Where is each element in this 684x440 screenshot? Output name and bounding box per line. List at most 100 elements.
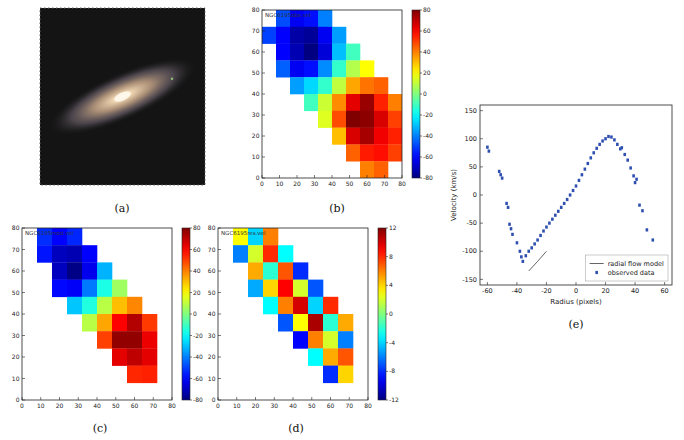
- data-point: [598, 143, 601, 146]
- colorbar-tick: [386, 314, 388, 315]
- data-point: [613, 138, 616, 141]
- y-tick-label: 50: [469, 163, 477, 171]
- cell: [374, 77, 388, 94]
- heatmap-panel: 0102030405060708001020304050607080NGC619…: [252, 6, 433, 187]
- panel-label: (b): [329, 202, 345, 215]
- data-point: [530, 246, 533, 249]
- colorbar: [412, 10, 420, 178]
- x-tick-label: 30: [74, 402, 82, 409]
- x-tick: [664, 282, 665, 285]
- cell: [248, 280, 263, 298]
- cell: [304, 27, 318, 44]
- data-point: [623, 153, 626, 156]
- data-point: [626, 159, 629, 162]
- cell: [318, 94, 332, 111]
- data-point: [499, 173, 502, 176]
- cell: [67, 297, 82, 315]
- x-tick-label: 70: [381, 180, 389, 187]
- cell: [263, 262, 278, 280]
- data-point: [545, 225, 548, 228]
- x-tick-label: 80: [364, 402, 372, 409]
- cell: [374, 144, 388, 161]
- cell: [52, 280, 67, 298]
- y-tick: [218, 271, 221, 272]
- y-tick-label: 150: [465, 107, 477, 115]
- cell: [388, 128, 402, 145]
- x-tick: [115, 397, 116, 400]
- cell: [263, 280, 278, 298]
- colorbar-tick: [190, 357, 192, 358]
- y-tick: [218, 249, 221, 250]
- colorbar-tick: [386, 400, 388, 401]
- cell: [374, 128, 388, 145]
- cell: [308, 348, 323, 366]
- cell: [332, 111, 346, 128]
- colorbar-tick-label: 0: [193, 310, 197, 317]
- data-point: [536, 238, 539, 241]
- cells: [37, 228, 157, 383]
- y-tick-label: 10: [252, 153, 260, 160]
- x-tick: [218, 397, 219, 400]
- cell: [67, 262, 82, 280]
- y-tick: [262, 31, 265, 32]
- data-point: [584, 168, 587, 171]
- data-point: [566, 198, 569, 201]
- x-tick: [274, 397, 275, 400]
- cells: [262, 10, 402, 178]
- cell: [360, 144, 374, 161]
- galaxy-disk: [41, 43, 204, 149]
- colorbar-tick-label: -4: [389, 339, 395, 346]
- data-point: [629, 166, 632, 169]
- panel-label: (d): [288, 422, 304, 435]
- data-point: [508, 223, 511, 226]
- y-tick: [480, 138, 483, 139]
- x-tick: [22, 397, 23, 400]
- plot-frame: [22, 228, 172, 400]
- colorbar-tick-label: 20: [423, 69, 431, 76]
- colorbar-tick: [190, 228, 192, 229]
- cell: [293, 280, 308, 298]
- x-tick: [172, 397, 173, 400]
- cell: [97, 297, 112, 315]
- colorbar-tick-label: -80: [193, 396, 203, 403]
- cell: [332, 94, 346, 111]
- colorbar-tick: [190, 335, 192, 336]
- cell: [278, 262, 293, 280]
- colorbar-tick: [420, 157, 422, 158]
- colorbar-tick: [386, 342, 388, 343]
- cell: [308, 280, 323, 298]
- x-tick-label: 0: [216, 402, 220, 409]
- colorbar: [378, 228, 386, 400]
- y-tick-label: -50: [466, 219, 477, 227]
- cell: [290, 44, 304, 61]
- x-tick-label: 10: [233, 402, 241, 409]
- panel-label: (a): [114, 202, 129, 215]
- cell: [37, 245, 52, 263]
- x-tick-label: 70: [345, 402, 353, 409]
- data-point: [551, 218, 554, 221]
- legend-label: radial flow model: [608, 260, 664, 268]
- cell: [293, 314, 308, 332]
- cell: [332, 77, 346, 94]
- cell: [290, 27, 304, 44]
- cell: [304, 60, 318, 77]
- x-tick-label: 60: [327, 402, 335, 409]
- data-point: [632, 174, 635, 177]
- cell: [112, 348, 127, 366]
- data-point: [620, 146, 623, 149]
- galaxy-core: [113, 89, 133, 104]
- data-point: [572, 189, 575, 192]
- data-point: [592, 151, 595, 154]
- x-tick-label: 20: [56, 402, 64, 409]
- cell: [142, 348, 157, 366]
- cell: [276, 27, 290, 44]
- image-border: [40, 8, 205, 185]
- y-tick-label: 10: [208, 375, 216, 382]
- cell: [388, 94, 402, 111]
- y-tick: [22, 357, 25, 358]
- cell: [233, 245, 248, 263]
- x-tick: [59, 397, 60, 400]
- y-tick-label: 70: [252, 27, 260, 34]
- y-tick-label: 40: [12, 310, 20, 317]
- colorbar-tick-label: 60: [193, 246, 201, 253]
